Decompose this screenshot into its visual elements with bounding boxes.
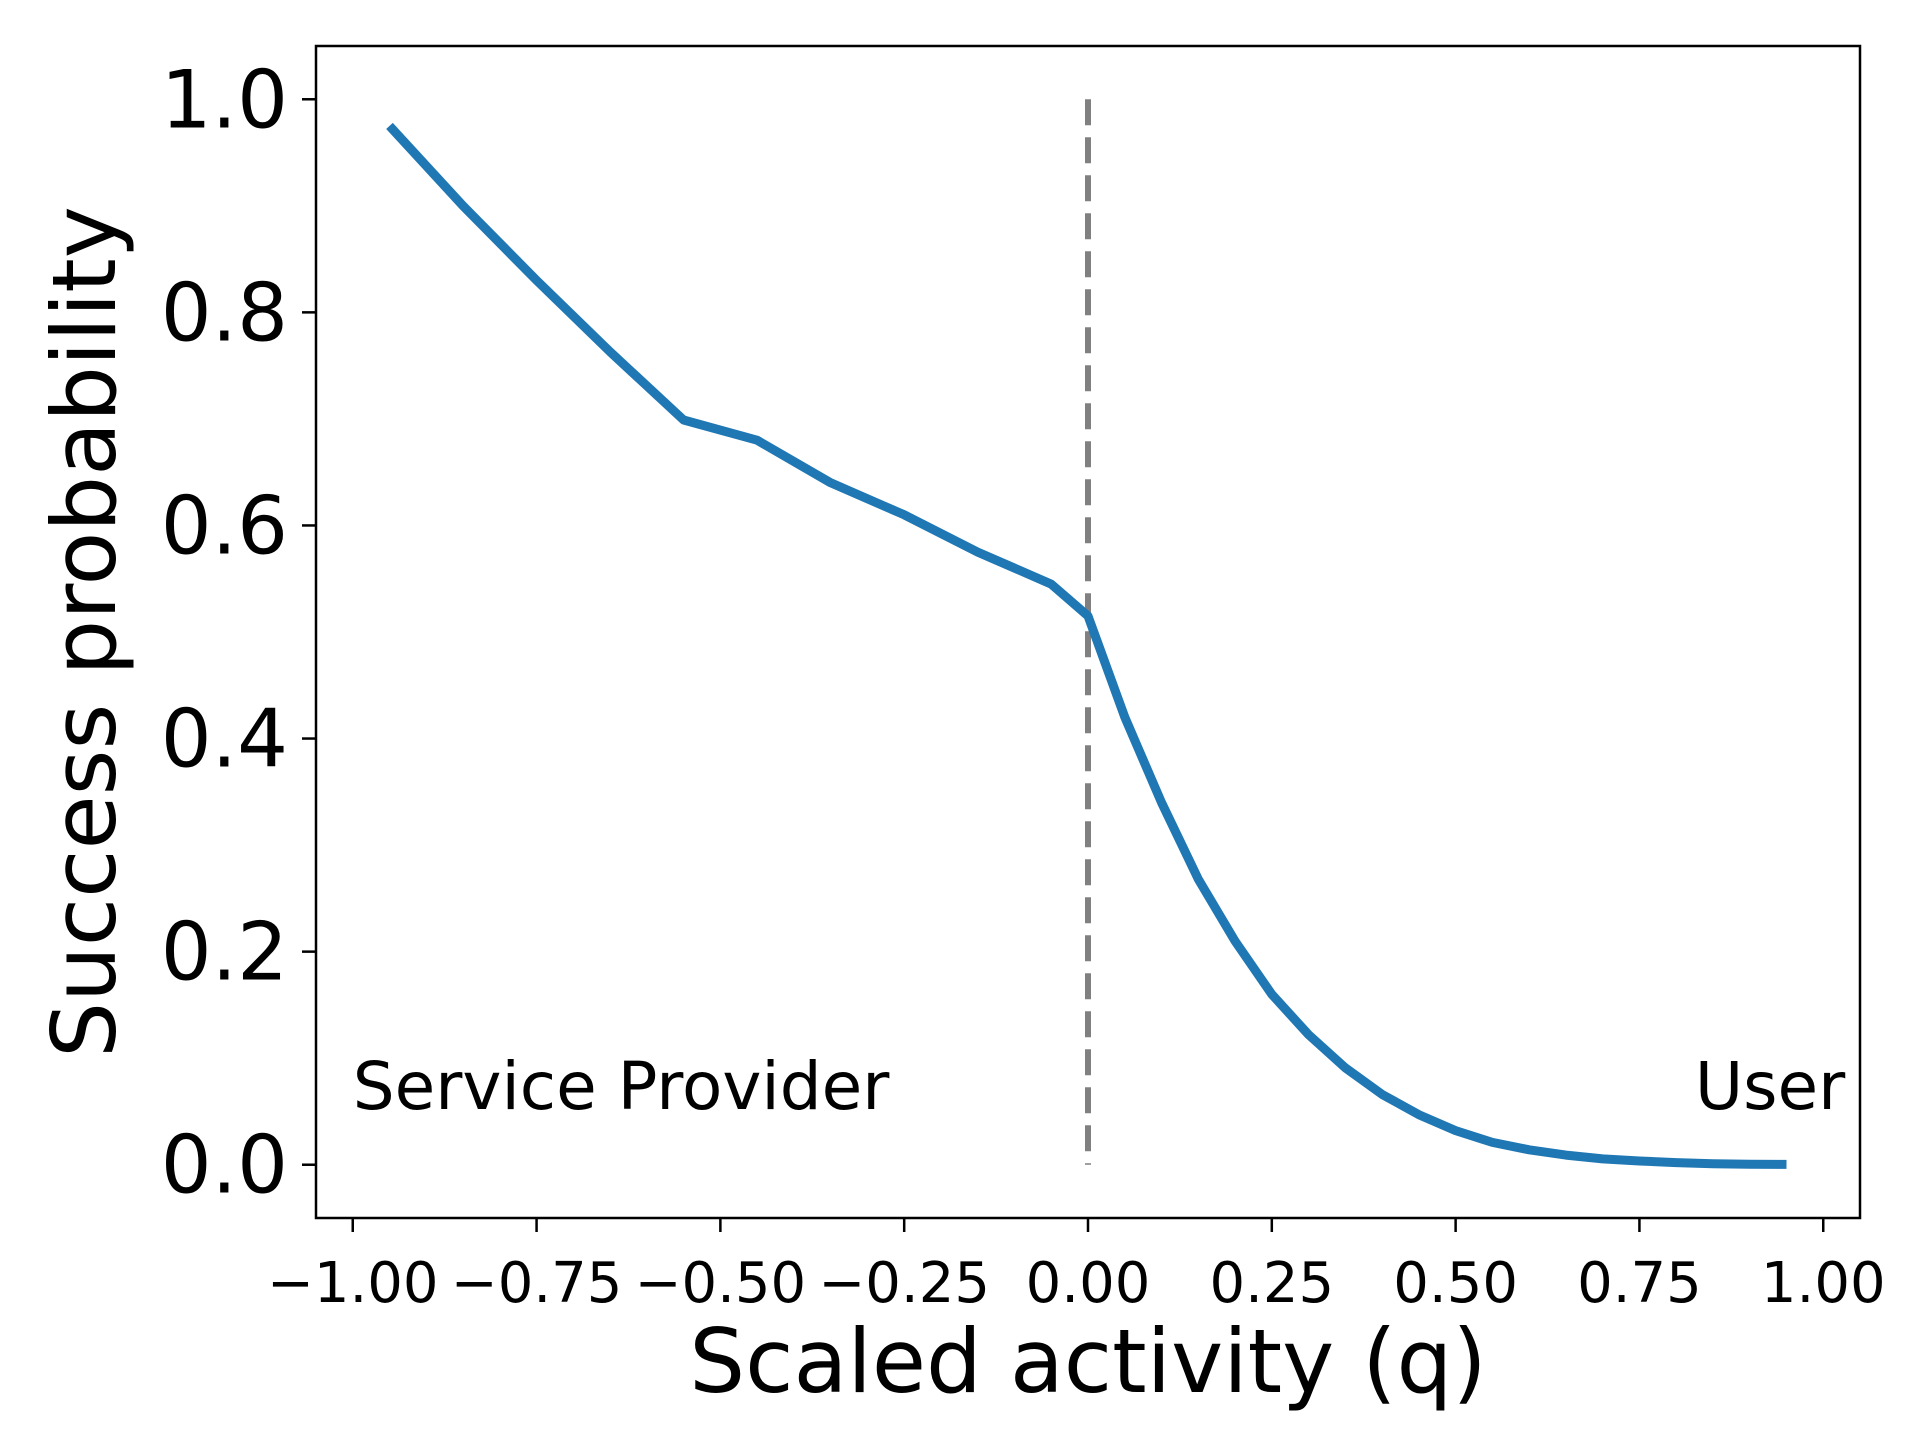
x-tick-label: 0.50: [1393, 1251, 1518, 1316]
y-axis-ticks: 0.0 0.2 0.4 0.6 0.8 1.0: [161, 53, 316, 1212]
x-tick-label: 0.75: [1577, 1251, 1702, 1316]
success-probability-series-line: [386, 122, 1787, 1169]
x-tick-label: 0.25: [1209, 1251, 1334, 1316]
x-tick-label: 1.00: [1761, 1251, 1886, 1316]
annotation-service-provider: Service Provider: [353, 1048, 891, 1125]
annotation-user: User: [1695, 1048, 1846, 1125]
x-tick-label: 0.00: [1026, 1251, 1151, 1316]
x-tick-label: −1.00: [267, 1251, 439, 1316]
y-tick-label: 0.0: [161, 1119, 288, 1212]
y-tick-label: 1.0: [161, 53, 288, 146]
y-tick-label: 0.4: [161, 693, 288, 786]
x-axis-ticks: −1.00 −0.75 −0.50 −0.25 0.00 0.25 0.50 0.75 1.00: [267, 1218, 1886, 1316]
x-tick-label: −0.75: [451, 1251, 623, 1316]
y-tick-label: 0.6: [161, 479, 288, 572]
plot-frame: [314, 44, 1862, 1220]
y-axis-label: Success probability: [33, 206, 136, 1058]
x-tick-label: −0.50: [635, 1251, 807, 1316]
x-tick-label: −0.25: [818, 1251, 990, 1316]
y-tick-label: 0.8: [161, 266, 288, 359]
y-tick-label: 0.2: [161, 906, 288, 999]
x-axis-label: Scaled activity (q): [689, 1310, 1486, 1413]
